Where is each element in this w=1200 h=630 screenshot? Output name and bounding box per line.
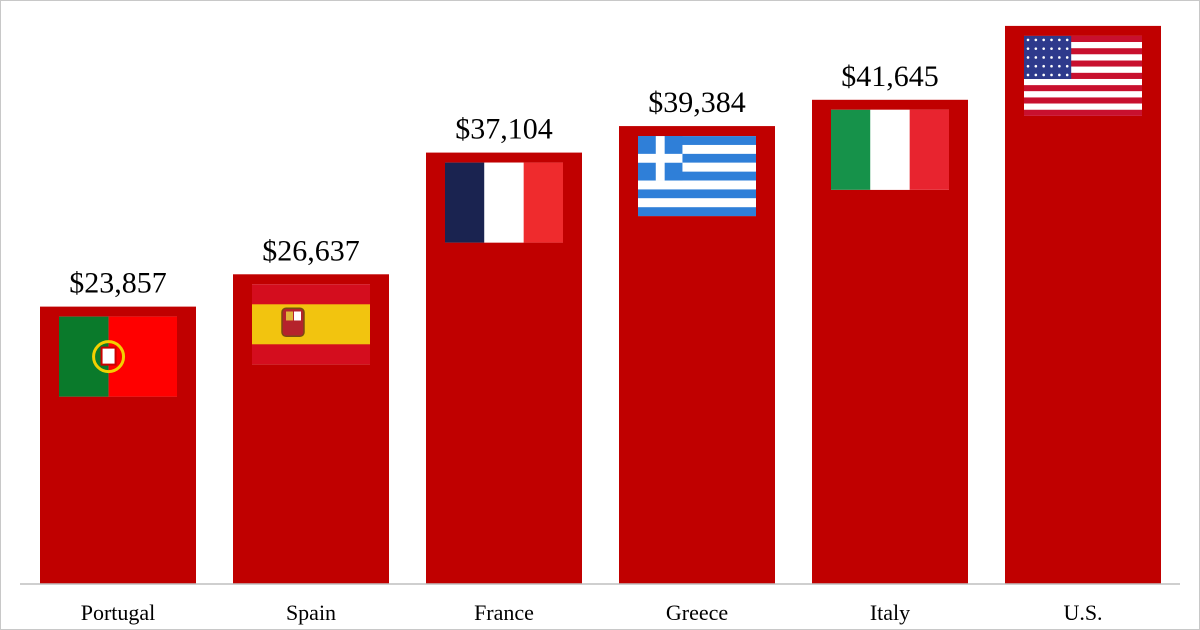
value-label: $41,645 — [841, 60, 939, 93]
bars-layer — [40, 25, 1161, 585]
france-flag-icon — [445, 162, 563, 243]
portugal-flag-icon — [59, 316, 177, 397]
value-label: $23,857 — [69, 267, 167, 300]
greece-flag-icon — [638, 136, 756, 217]
italy-flag-icon — [831, 109, 949, 190]
value-label: $26,637 — [262, 234, 360, 267]
value-label: $37,104 — [455, 113, 553, 146]
bar-us — [1005, 25, 1161, 585]
category-label: Portugal — [81, 600, 156, 625]
category-label: Spain — [286, 600, 336, 625]
category-label: France — [474, 600, 534, 625]
spain-flag-icon — [252, 284, 370, 365]
category-label: Greece — [666, 600, 728, 625]
value-label: $39,384 — [648, 86, 746, 119]
category-label: Italy — [870, 600, 910, 625]
labels-layer: $23,857 Portugal $26,637 Spain $37,104 France… — [69, 60, 1102, 625]
us-flag-icon — [1024, 35, 1142, 116]
category-label: U.S. — [1063, 600, 1102, 625]
